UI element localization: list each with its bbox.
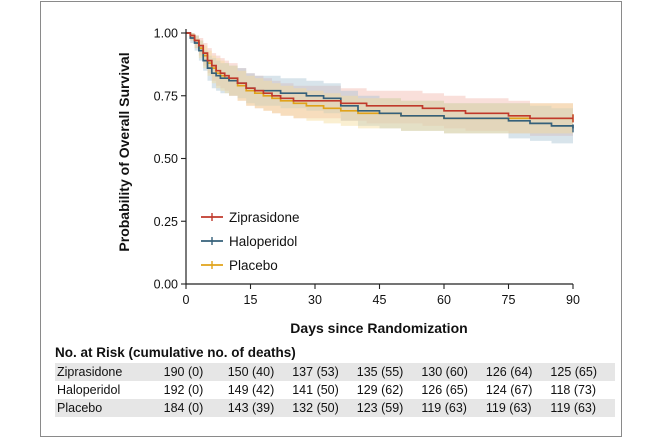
x-tick-label: 90 [566,293,580,307]
risk-cell: 143 (39) [227,399,293,417]
risk-cell: 137 (53) [292,363,357,381]
risk-cell: 190 (0) [163,363,228,381]
risk-cell: 125 (65) [550,363,615,381]
risk-cell: 124 (67) [485,383,533,397]
ci-band-ziprasidone [186,33,573,136]
x-axis-label: Days since Randomization [290,320,467,336]
x-tick-label: 60 [437,293,451,307]
risk-row-label: Placebo [55,399,164,417]
x-tick-label: 75 [502,293,516,307]
legend: Ziprasidone Haloperidol Placebo [201,210,300,273]
risk-cell: 149 (42) [227,383,275,397]
legend-label: Haloperidol [229,234,297,249]
risk-cell: 192 (0) [163,383,204,397]
x-tick-label: 0 [183,293,190,307]
risk-cell: 126 (65) [421,383,468,397]
y-tick-label: 1.00 [154,27,178,41]
legend-label: Placebo [229,258,278,273]
risk-row-label: Ziprasidone [55,363,164,381]
risk-cell: 119 (63) [485,399,551,417]
y-tick-label: 0.75 [154,89,178,103]
risk-cell: 119 (63) [421,399,486,417]
x-tick-label: 15 [244,293,258,307]
axes: 0.00 0.25 0.50 0.75 1.00 0 15 30 45 60 75 90 [154,27,580,308]
survival-chart: 0.00 0.25 0.50 0.75 1.00 0 15 30 45 60 75 90 Zipras… [116,27,580,337]
risk-cell: 132 (50) [292,399,357,417]
risk-row-placebo: Placebo 184 (0) 143 (39) 132 (50) 123 (5… [55,399,615,417]
risk-cell: 184 (0) [163,399,228,417]
ci-band-placebo [186,33,573,134]
y-axis-label: Probability of Overall Survival [116,52,132,251]
legend-label: Ziprasidone [229,210,300,225]
risk-cell: 119 (63) [550,399,615,417]
y-tick-label: 0.25 [154,215,178,229]
curve-haloperidol [186,32,574,129]
x-tick-label: 45 [373,293,387,307]
risk-cell: 141 (50) [292,383,339,397]
y-tick-label: 0.00 [154,278,178,292]
risk-cell: 135 (55) [356,363,422,381]
risk-cell: 129 (62) [356,383,404,397]
risk-table: No. at Risk (cumulative no. of deaths) Z… [55,345,615,417]
risk-row-ziprasidone: Ziprasidone 190 (0) 150 (40) 137 (53) 13… [55,363,615,381]
risk-cell: 130 (60) [421,363,486,381]
risk-row-label: Haloperidol [57,383,121,397]
risk-cell: 123 (59) [356,399,422,417]
x-tick-label: 30 [308,293,322,307]
risk-cell: 150 (40) [227,363,293,381]
y-tick-label: 0.50 [154,152,178,166]
confidence-bands [186,33,573,146]
risk-row-haloperidol: Haloperidol 192 (0) 149 (42) 141 (50) 12… [55,381,615,399]
curve-ziprasidone [186,32,573,120]
figure-frame: 0.00 0.25 0.50 0.75 1.00 0 15 30 45 60 75 90 Zipras… [40,1,622,437]
risk-cell: 126 (64) [485,363,551,381]
survival-curves [186,32,574,133]
risk-cell: 118 (73) [550,383,597,397]
risk-table-grid: Ziprasidone 190 (0) 150 (40) 137 (53) 13… [55,363,615,417]
risk-table-title: No. at Risk (cumulative no. of deaths) [55,345,296,360]
